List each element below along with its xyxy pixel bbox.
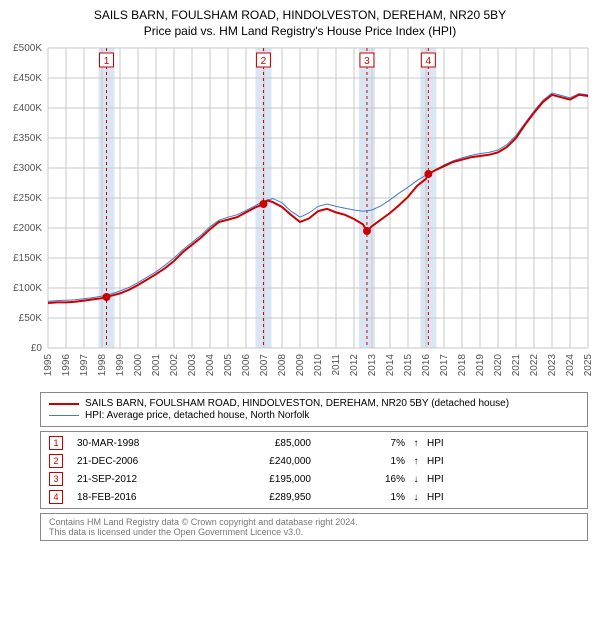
svg-text:2019: 2019	[475, 354, 486, 377]
sale-arrow-icon: ↑	[409, 456, 423, 467]
svg-text:1: 1	[104, 56, 110, 67]
legend-swatch	[49, 415, 79, 416]
sale-row: 4 18-FEB-2016 £289,950 1% ↓ HPI	[41, 488, 587, 506]
svg-text:2002: 2002	[169, 354, 180, 377]
svg-text:2009: 2009	[295, 354, 306, 377]
svg-text:2016: 2016	[421, 354, 432, 377]
svg-text:1999: 1999	[115, 354, 126, 377]
svg-text:1995: 1995	[43, 354, 54, 377]
svg-text:2012: 2012	[349, 354, 360, 377]
svg-text:2021: 2021	[511, 354, 522, 377]
sale-marker-box: 2	[49, 454, 63, 468]
svg-text:2: 2	[261, 56, 267, 67]
svg-text:£200K: £200K	[13, 223, 42, 234]
svg-text:£450K: £450K	[13, 73, 42, 84]
svg-text:1997: 1997	[79, 354, 90, 377]
legend-swatch	[49, 403, 79, 405]
sale-vs: HPI	[427, 474, 457, 485]
svg-text:£0: £0	[31, 343, 43, 354]
svg-text:2001: 2001	[151, 354, 162, 377]
svg-text:2008: 2008	[277, 354, 288, 377]
attribution-footer: Contains HM Land Registry data © Crown c…	[40, 513, 588, 541]
svg-text:2025: 2025	[583, 354, 594, 377]
svg-text:2022: 2022	[529, 354, 540, 377]
sale-price: £195,000	[211, 474, 311, 485]
sale-marker-box: 1	[49, 436, 63, 450]
sale-diff: 16%	[315, 474, 405, 485]
legend-label: SAILS BARN, FOULSHAM ROAD, HINDOLVESTON,…	[85, 398, 509, 409]
sale-marker-box: 3	[49, 472, 63, 486]
sales-table: 1 30-MAR-1998 £85,000 7% ↑ HPI 2 21-DEC-2006 £24…	[40, 431, 588, 509]
svg-text:2024: 2024	[565, 354, 576, 377]
svg-text:2017: 2017	[439, 354, 450, 377]
sale-date: 21-SEP-2012	[67, 474, 207, 485]
sale-row: 2 21-DEC-2006 £240,000 1% ↑ HPI	[41, 452, 587, 470]
svg-text:2004: 2004	[205, 354, 216, 377]
svg-text:£50K: £50K	[19, 313, 43, 324]
sale-diff: 1%	[315, 456, 405, 467]
svg-text:2018: 2018	[457, 354, 468, 377]
footer-line2: This data is licensed under the Open Gov…	[49, 527, 579, 537]
svg-text:£100K: £100K	[13, 283, 42, 294]
sale-vs: HPI	[427, 456, 457, 467]
legend-row: SAILS BARN, FOULSHAM ROAD, HINDOLVESTON,…	[49, 398, 579, 409]
svg-text:£350K: £350K	[13, 133, 42, 144]
svg-text:£250K: £250K	[13, 193, 42, 204]
sale-arrow-icon: ↓	[409, 492, 423, 503]
chart-title-address: SAILS BARN, FOULSHAM ROAD, HINDOLVESTON,…	[0, 8, 600, 22]
svg-text:2003: 2003	[187, 354, 198, 377]
sale-date: 18-FEB-2016	[67, 492, 207, 503]
svg-text:2000: 2000	[133, 354, 144, 377]
svg-text:1998: 1998	[97, 354, 108, 377]
svg-text:2013: 2013	[367, 354, 378, 377]
footer-line1: Contains HM Land Registry data © Crown c…	[49, 517, 579, 527]
sale-arrow-icon: ↓	[409, 474, 423, 485]
svg-text:2023: 2023	[547, 354, 558, 377]
sale-diff: 7%	[315, 438, 405, 449]
sale-price: £85,000	[211, 438, 311, 449]
sale-row: 1 30-MAR-1998 £85,000 7% ↑ HPI	[41, 434, 587, 452]
svg-text:3: 3	[364, 56, 370, 67]
svg-text:2005: 2005	[223, 354, 234, 377]
sale-arrow-icon: ↑	[409, 438, 423, 449]
sale-row: 3 21-SEP-2012 £195,000 16% ↓ HPI	[41, 470, 587, 488]
svg-text:2007: 2007	[259, 354, 270, 377]
svg-text:2010: 2010	[313, 354, 324, 377]
legend-row: HPI: Average price, detached house, Nort…	[49, 410, 579, 421]
price-line-chart: £0 £50K £100K £150K £200K £250K £300K £350K £400…	[0, 38, 600, 388]
svg-text:£300K: £300K	[13, 163, 42, 174]
sale-vs: HPI	[427, 438, 457, 449]
svg-text:£150K: £150K	[13, 253, 42, 264]
svg-text:2020: 2020	[493, 354, 504, 377]
chart-subtitle: Price paid vs. HM Land Registry's House …	[0, 24, 600, 38]
svg-text:£400K: £400K	[13, 103, 42, 114]
svg-text:2014: 2014	[385, 354, 396, 377]
sale-date: 21-DEC-2006	[67, 456, 207, 467]
legend: SAILS BARN, FOULSHAM ROAD, HINDOLVESTON,…	[40, 392, 588, 427]
sale-marker-box: 4	[49, 490, 63, 504]
svg-text:2015: 2015	[403, 354, 414, 377]
svg-text:4: 4	[426, 56, 432, 67]
sale-diff: 1%	[315, 492, 405, 503]
svg-text:2006: 2006	[241, 354, 252, 377]
sale-price: £289,950	[211, 492, 311, 503]
svg-text:£500K: £500K	[13, 43, 42, 54]
legend-label: HPI: Average price, detached house, Nort…	[85, 410, 309, 421]
sale-price: £240,000	[211, 456, 311, 467]
svg-text:1996: 1996	[61, 354, 72, 377]
sale-vs: HPI	[427, 492, 457, 503]
sale-date: 30-MAR-1998	[67, 438, 207, 449]
svg-text:2011: 2011	[331, 354, 342, 376]
